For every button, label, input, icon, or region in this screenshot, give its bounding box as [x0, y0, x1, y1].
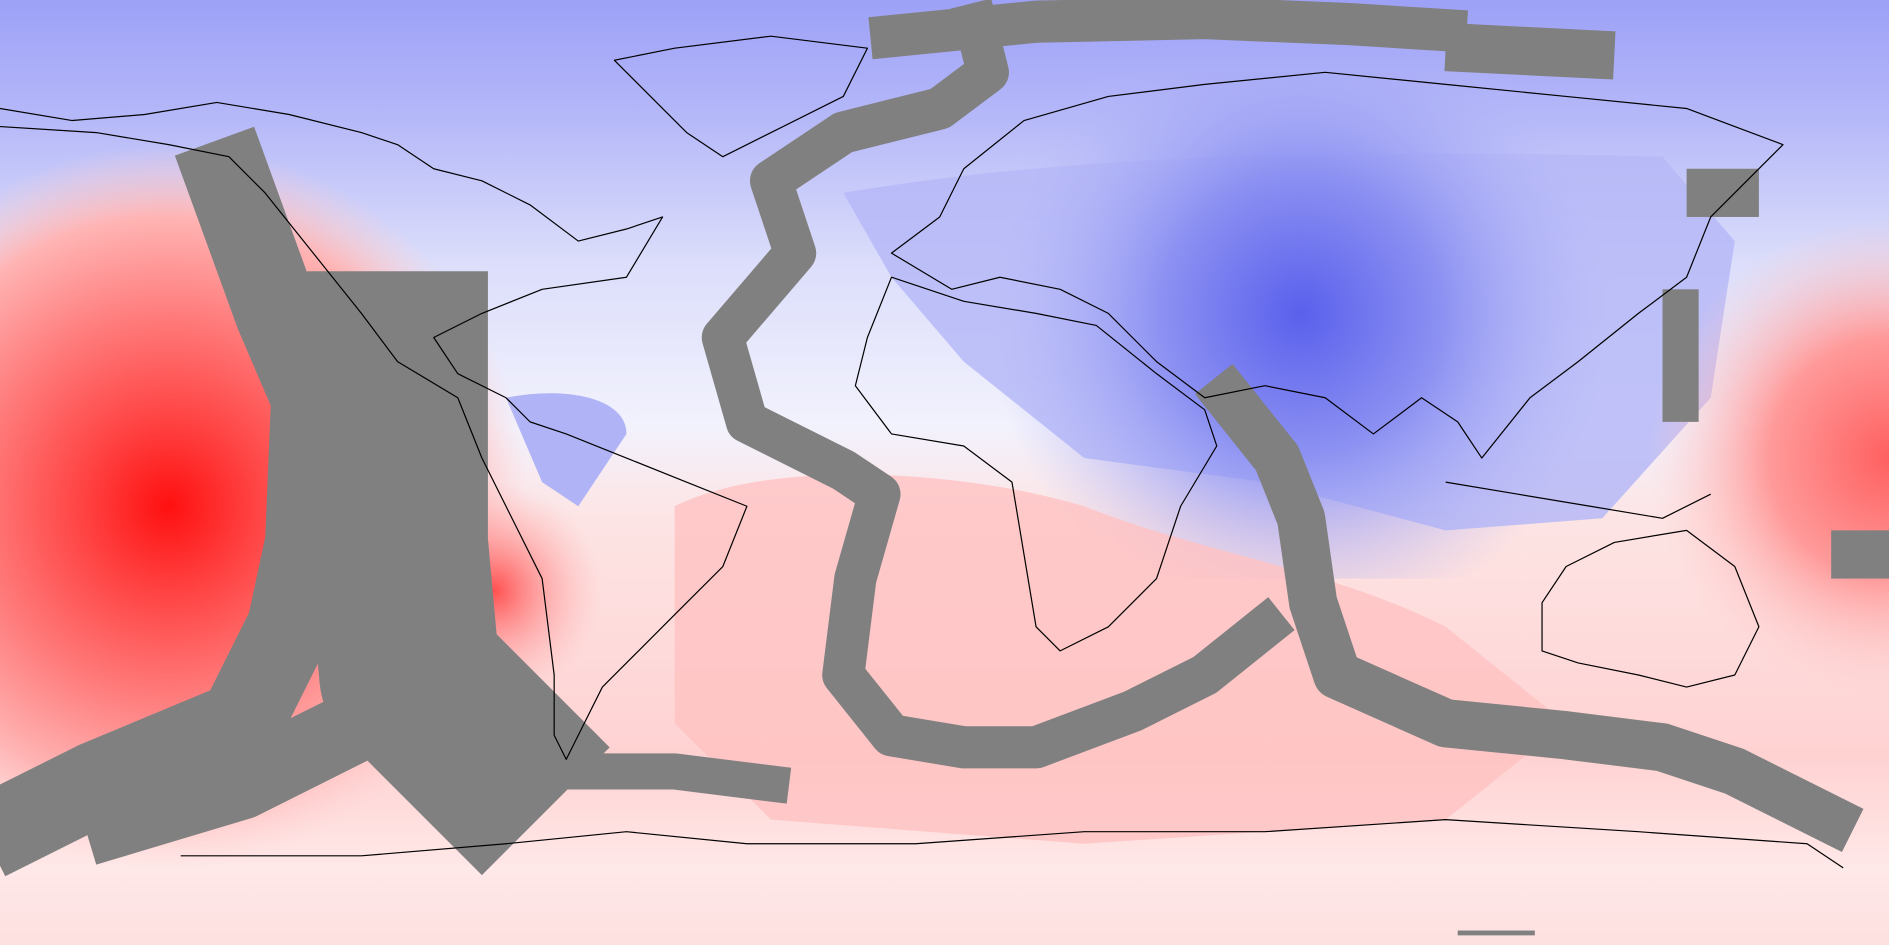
scale-bar: [1457, 930, 1535, 936]
coastline: [613, 35, 869, 158]
masked-band: [524, 753, 792, 804]
coastline: [854, 276, 1218, 652]
masked-zones: [0, 0, 1889, 877]
coastline: [890, 71, 1784, 459]
masked-band: [75, 674, 410, 865]
masked-band: [868, 0, 1469, 60]
coastline: [0, 101, 748, 760]
masked-band: [307, 271, 610, 876]
masked-patch: [1662, 289, 1699, 422]
coastline: [1445, 481, 1711, 519]
masked-band: [1444, 22, 1616, 80]
warm-core: [1648, 180, 1889, 736]
coastline: [180, 819, 1844, 869]
masked-band: [1194, 363, 1864, 852]
coastlines: [0, 35, 1844, 869]
masked-patch: [1831, 530, 1889, 579]
masked-band: [701, 0, 1295, 769]
masked-patch: [1686, 168, 1759, 217]
masked-band: [0, 126, 356, 877]
coastline: [1541, 529, 1760, 688]
